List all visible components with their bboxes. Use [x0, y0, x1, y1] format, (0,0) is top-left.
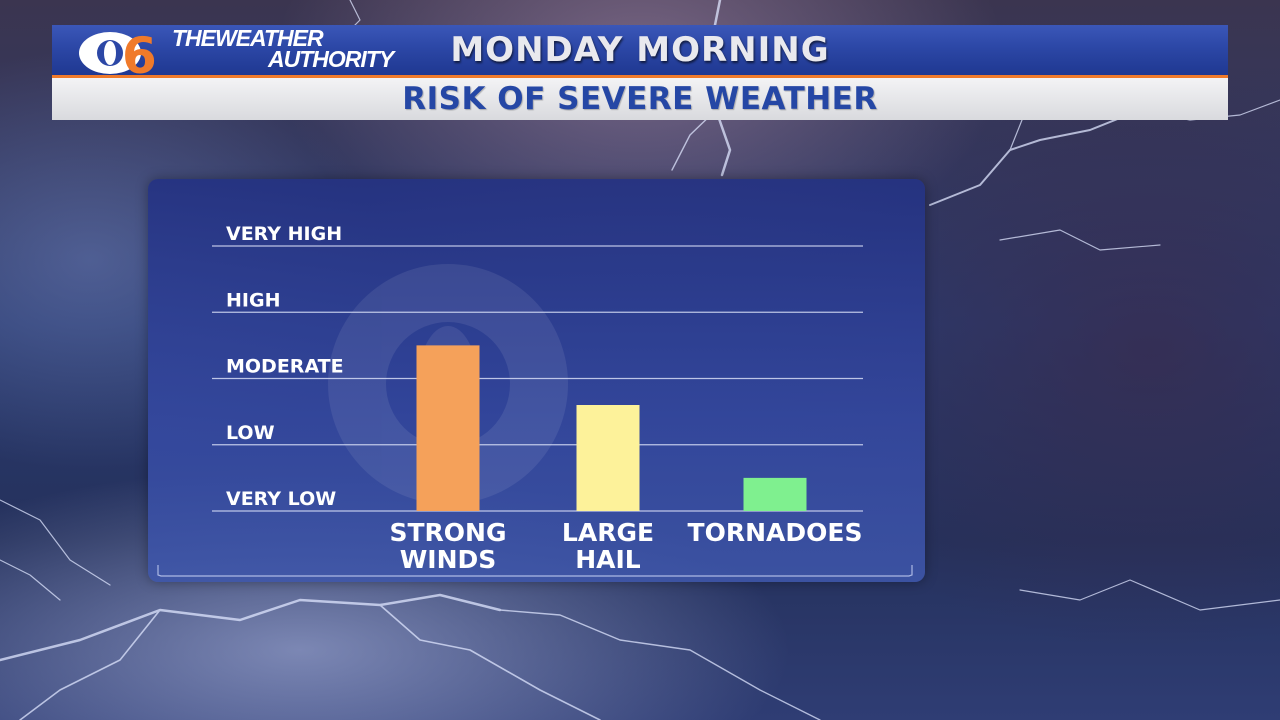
x-tick-label: LARGE [562, 518, 654, 547]
risk-bar-chart: VERY LOW LOW MODERATE HIGH VERY HIGH STRONGW… [212, 223, 863, 574]
bar [743, 477, 807, 511]
y-tick-label: VERY HIGH [226, 223, 342, 245]
x-tick-label: STRONG [389, 518, 506, 547]
x-tick-label: WINDS [400, 545, 497, 574]
brand-line1: THEWEATHER [172, 25, 324, 51]
x-tick-label: HAIL [575, 545, 641, 574]
brand-line2: AUTHORITY [268, 46, 394, 72]
page-subtitle: RISK OF SEVERE WEATHER [402, 81, 878, 117]
header-bar-bottom [52, 78, 1228, 120]
brand-wordmark: THEWEATHER AUTHORITY [172, 26, 412, 74]
header-bar-top [52, 25, 1228, 78]
y-tick-label: LOW [226, 422, 275, 444]
bar [576, 405, 640, 511]
bar [416, 345, 480, 511]
page-title: MONDAY MORNING [450, 30, 830, 70]
svg-text:6: 6 [122, 28, 157, 78]
cbs6-logo-icon: 6 [79, 28, 157, 78]
panel-frame-line [157, 565, 913, 577]
y-tick-label: MODERATE [226, 356, 344, 378]
y-tick-label: VERY LOW [226, 488, 336, 510]
y-tick-label: HIGH [226, 289, 280, 311]
x-tick-label: TORNADOES [688, 518, 863, 547]
